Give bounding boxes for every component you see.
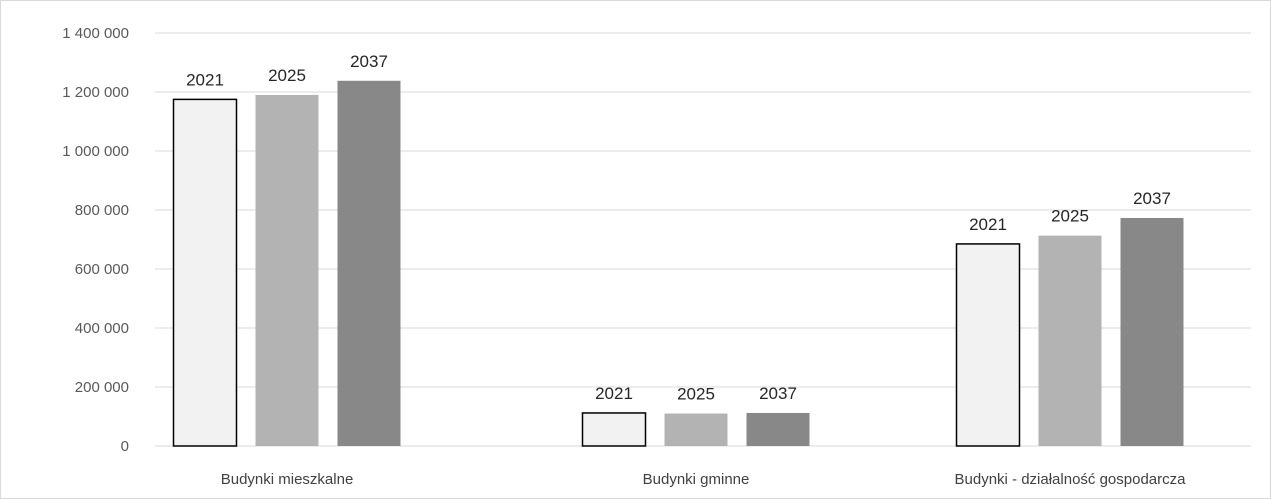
category-label: Budynki mieszkalne [221, 471, 354, 488]
data-label: 2021 [595, 384, 633, 403]
category-label: Budynki - działalność gospodarcza [955, 471, 1187, 488]
data-label: 2025 [677, 385, 715, 404]
data-label: 2025 [1051, 207, 1089, 226]
y-tick-label: 1 200 000 [62, 84, 129, 101]
y-tick-label: 400 000 [75, 320, 129, 337]
y-tick-label: 600 000 [75, 261, 129, 278]
y-tick-label: 800 000 [75, 202, 129, 219]
bar [172, 98, 238, 447]
data-label: 2037 [759, 384, 797, 403]
y-tick-label: 1 400 000 [62, 25, 129, 42]
y-tick-label: 200 000 [75, 379, 129, 396]
x-axis-categories: Budynki mieszkalne Budynki gminne Budynki … [221, 471, 1186, 488]
data-label: 2025 [268, 66, 306, 85]
bars [172, 80, 1184, 447]
y-tick-label: 1 000 000 [62, 143, 129, 160]
bar [1120, 217, 1184, 446]
bar [664, 413, 728, 446]
bar [955, 243, 1021, 447]
y-axis-ticks: 0 200 000 400 000 600 000 800 000 1 000 000 1 … [62, 25, 129, 455]
bar [746, 412, 810, 446]
data-label: 2021 [969, 215, 1007, 234]
bar [1038, 235, 1102, 446]
category-label: Budynki gminne [643, 471, 750, 488]
data-labels: 2021 2025 2037 2021 2025 2037 2021 2025 2037 [186, 52, 1171, 404]
data-label: 2021 [186, 70, 224, 89]
bar [581, 412, 647, 447]
bar [255, 94, 319, 446]
y-tick-label: 0 [121, 438, 129, 455]
bar [337, 80, 401, 446]
data-label: 2037 [1133, 189, 1171, 208]
data-label: 2037 [350, 52, 388, 71]
